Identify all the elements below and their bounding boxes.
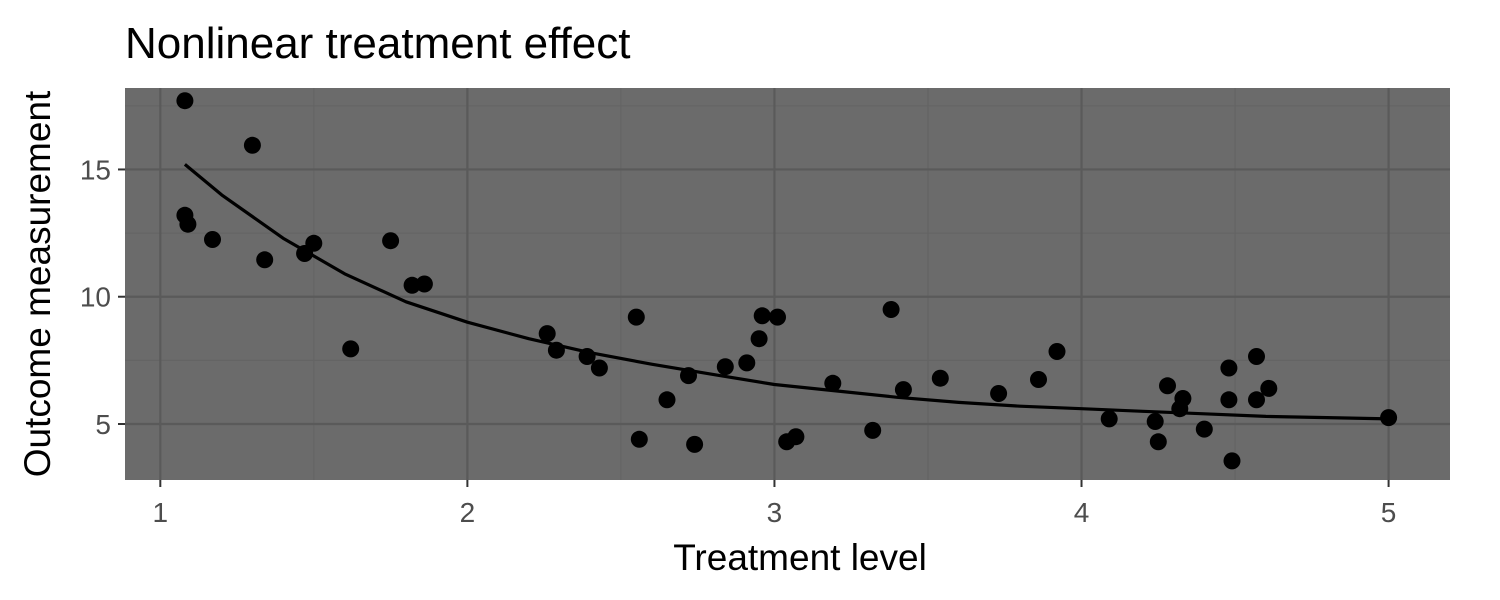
data-point [716,358,734,376]
data-point [1149,433,1167,451]
data-point [1380,409,1398,427]
data-point [1220,391,1238,409]
x-tick-label: 2 [460,497,476,528]
data-point [305,234,323,252]
data-point [738,354,756,372]
data-point [686,435,704,453]
data-point [750,330,768,348]
x-tick-label: 4 [1074,497,1090,528]
data-point [1195,420,1213,438]
data-point [627,308,645,326]
data-point [1048,343,1066,360]
data-point [538,325,556,343]
x-axis: 1 2 3 4 5 [153,480,1397,528]
data-point [753,307,771,325]
y-axis: 5 10 15 [80,154,125,440]
y-axis-title: Outcome measurement [17,90,58,477]
data-point [1159,377,1176,395]
data-point [342,340,360,358]
data-point [680,367,697,385]
data-point [176,92,194,110]
data-point [403,276,421,294]
data-point [1030,371,1047,388]
data-point [824,374,842,392]
data-point [1174,390,1192,407]
grid-major [125,88,1450,480]
data-point [415,275,433,293]
data-point [578,348,596,365]
x-tick-label: 1 [153,497,169,528]
data-point [1146,413,1164,430]
plot-panel [125,88,1450,480]
chart-title: Nonlinear treatment effect [125,19,630,68]
y-tick-label: 10 [80,282,111,313]
x-tick-label: 5 [1381,497,1397,528]
data-point [547,341,565,359]
x-tick-label: 3 [767,497,783,528]
data-point [1260,379,1278,397]
data-point [590,359,608,377]
data-point [630,430,648,448]
grid-minor [125,88,1450,480]
data-point [864,421,882,439]
y-tick-label: 15 [80,154,111,185]
data-point [882,301,900,318]
data-point [1100,410,1118,428]
x-axis-title: Treatment level [673,537,927,578]
data-point [658,391,676,409]
data-point [931,369,949,387]
points-layer [176,92,1398,470]
data-point [204,231,221,248]
data-point [1248,391,1265,409]
data-point [990,385,1008,402]
data-point [787,428,805,446]
data-point [1223,452,1241,470]
data-point [894,381,912,399]
data-point [382,232,400,250]
data-point [179,215,197,233]
data-point [243,136,261,154]
data-point [1248,348,1265,365]
data-point [769,308,786,326]
data-point [1220,359,1238,377]
y-tick-label: 5 [95,409,111,440]
data-point [256,251,274,269]
